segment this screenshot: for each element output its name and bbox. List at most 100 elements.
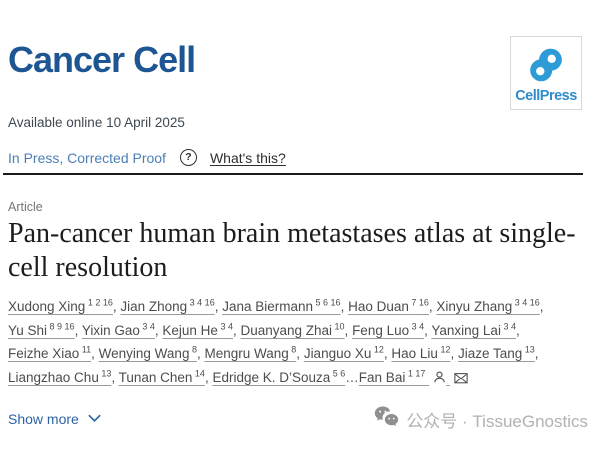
author-link[interactable]: Feng Luo 3 4 bbox=[352, 321, 425, 338]
author-link[interactable]: Yanxing Lai 3 4 bbox=[431, 321, 516, 338]
author-name: Jana Biermann bbox=[222, 299, 314, 315]
author-link[interactable]: Tunan Chen 14 bbox=[118, 368, 205, 385]
author-separator: , bbox=[196, 346, 205, 362]
author-affiliation-superscript: 8 bbox=[288, 344, 297, 355]
author-link[interactable]: Feizhe Xiao 11 bbox=[8, 345, 91, 362]
author-affiliation-superscript: 14 bbox=[192, 368, 205, 379]
author-separator: … bbox=[345, 369, 359, 385]
author-separator: , bbox=[112, 299, 121, 315]
author-separator: , bbox=[515, 322, 520, 338]
watermark: 公众号 · TissueGnostics bbox=[374, 406, 588, 432]
chevron-down-icon bbox=[87, 411, 102, 427]
cellpress-wordmark: CellPress bbox=[515, 87, 577, 104]
author-affiliation-superscript: 13 bbox=[522, 344, 535, 355]
author-separator: , bbox=[428, 299, 437, 315]
author-name: Wenying Wang bbox=[98, 346, 190, 362]
author-affiliation-superscript: 12 bbox=[437, 344, 451, 355]
question-mark-icon[interactable]: ? bbox=[179, 149, 197, 166]
author-name: Yanxing Lai bbox=[431, 322, 501, 338]
author-link[interactable]: Edridge K. D’Souza 5 6 bbox=[212, 368, 346, 385]
author-name: Fan Bai bbox=[358, 369, 406, 385]
journal-header: Cancer Cell CellPress bbox=[8, 0, 592, 110]
author-name: Yixin Gao bbox=[81, 322, 140, 338]
author-link[interactable]: Xudong Xing 1 2 16 bbox=[8, 297, 113, 315]
author-link[interactable]: Jianguo Xu 12 bbox=[304, 344, 384, 362]
available-online-date: Available online 10 April 2025 bbox=[8, 115, 185, 130]
author-separator: , bbox=[74, 322, 82, 338]
author-affiliation-superscript: 3 4 bbox=[217, 321, 233, 332]
whats-this-link[interactable]: What's this? bbox=[209, 149, 286, 166]
watermark-text: 公众号 · TissueGnostics bbox=[406, 411, 588, 431]
author-name: Feizhe Xiao bbox=[8, 346, 80, 362]
status-row: In Press, Corrected Proof ? What's this? bbox=[8, 149, 592, 166]
author-separator: , bbox=[383, 346, 392, 362]
author-separator: , bbox=[91, 346, 99, 362]
author-link[interactable]: Duanyang Zhai 10 bbox=[240, 321, 345, 338]
author-separator: , bbox=[111, 369, 119, 385]
show-more-button[interactable]: Show more bbox=[8, 411, 102, 427]
wechat-icon bbox=[374, 406, 399, 432]
author-separator: , bbox=[534, 346, 539, 362]
author-separator: , bbox=[204, 369, 213, 385]
author-separator: , bbox=[344, 322, 353, 338]
author-name: Hao Duan bbox=[348, 299, 409, 315]
author-affiliation-superscript: 10 bbox=[332, 321, 345, 332]
author-link[interactable]: Xinyu Zhang 3 4 16 bbox=[436, 298, 539, 315]
author-link[interactable]: Yixin Gao 3 4 bbox=[81, 321, 155, 338]
author-profile-icon[interactable] bbox=[433, 368, 446, 391]
author-name: Xudong Xing bbox=[8, 299, 86, 315]
cellpress-swirl-icon bbox=[524, 43, 568, 87]
author-separator: , bbox=[340, 299, 349, 315]
author-link[interactable]: Yu Shi 8 9 16 bbox=[8, 321, 75, 338]
author-separator: , bbox=[424, 322, 432, 338]
author-link[interactable]: Wenying Wang 8 bbox=[98, 344, 197, 362]
author-link[interactable]: Mengru Wang 8 bbox=[204, 344, 297, 362]
author-name: Tunan Chen bbox=[118, 369, 193, 385]
header-divider bbox=[3, 173, 583, 175]
author-separator: , bbox=[296, 346, 304, 362]
author-separator: , bbox=[232, 322, 241, 338]
author-name: Mengru Wang bbox=[204, 346, 289, 362]
author-name: Jian Zhong bbox=[120, 299, 188, 315]
author-separator: , bbox=[154, 322, 163, 338]
article-type-label: Article bbox=[8, 200, 43, 214]
author-name: Liangzhao Chu bbox=[8, 369, 99, 385]
journal-logo[interactable]: Cancer Cell bbox=[8, 39, 196, 80]
author-affiliation-superscript: 7 16 bbox=[408, 297, 429, 308]
author-affiliation-superscript: 1 2 16 bbox=[85, 297, 113, 308]
author-name: Kejun He bbox=[162, 322, 218, 338]
author-name: Edridge K. D’Souza bbox=[212, 369, 331, 385]
author-affiliation-superscript: 5 6 bbox=[330, 368, 346, 379]
author-list: Xudong Xing 1 2 16, Jian Zhong 3 4 16, J… bbox=[8, 295, 596, 391]
author-affiliation-superscript: 3 4 16 bbox=[187, 297, 215, 308]
cellpress-logo[interactable]: CellPress bbox=[510, 36, 582, 110]
show-more-label: Show more bbox=[8, 411, 79, 428]
author-name: Jiaze Tang bbox=[457, 346, 523, 362]
author-link[interactable]: Kejun He 3 4 bbox=[162, 321, 233, 338]
author-link[interactable]: Liangzhao Chu 13 bbox=[8, 368, 112, 385]
email-icon[interactable] bbox=[454, 368, 468, 391]
author-link[interactable]: Fan Bai 1 17 bbox=[358, 368, 468, 385]
author-link[interactable]: Jiaze Tang 13 bbox=[457, 344, 535, 362]
author-affiliation-superscript: 8 bbox=[189, 344, 197, 355]
author-affiliation-superscript: 8 9 16 bbox=[47, 321, 75, 332]
author-link[interactable]: Hao Liu 12 bbox=[391, 344, 451, 362]
author-name: Yu Shi bbox=[8, 322, 48, 338]
author-affiliation-superscript: 12 bbox=[371, 344, 384, 355]
author-separator: , bbox=[450, 346, 458, 362]
bottom-row: Show more 公众号 · TissueGnostics bbox=[8, 406, 592, 432]
author-affiliation-superscript: 3 4 bbox=[500, 321, 516, 332]
author-link[interactable]: Jana Biermann 5 6 16 bbox=[222, 297, 341, 315]
author-link[interactable]: Jian Zhong 3 4 16 bbox=[120, 297, 215, 315]
author-separator: , bbox=[539, 299, 544, 315]
author-affiliation-superscript: 1 17 bbox=[405, 368, 426, 379]
author-name: Hao Liu bbox=[391, 346, 438, 362]
author-affiliation-superscript: 3 4 bbox=[409, 321, 425, 332]
author-name: Feng Luo bbox=[352, 322, 410, 338]
in-press-status-link[interactable]: In Press, Corrected Proof bbox=[8, 149, 166, 166]
author-link[interactable]: Hao Duan 7 16 bbox=[348, 297, 429, 315]
author-affiliation-superscript: 13 bbox=[98, 368, 112, 379]
author-affiliation-superscript: 3 4 bbox=[139, 321, 155, 332]
author-affiliation-superscript: 5 6 16 bbox=[313, 297, 341, 308]
